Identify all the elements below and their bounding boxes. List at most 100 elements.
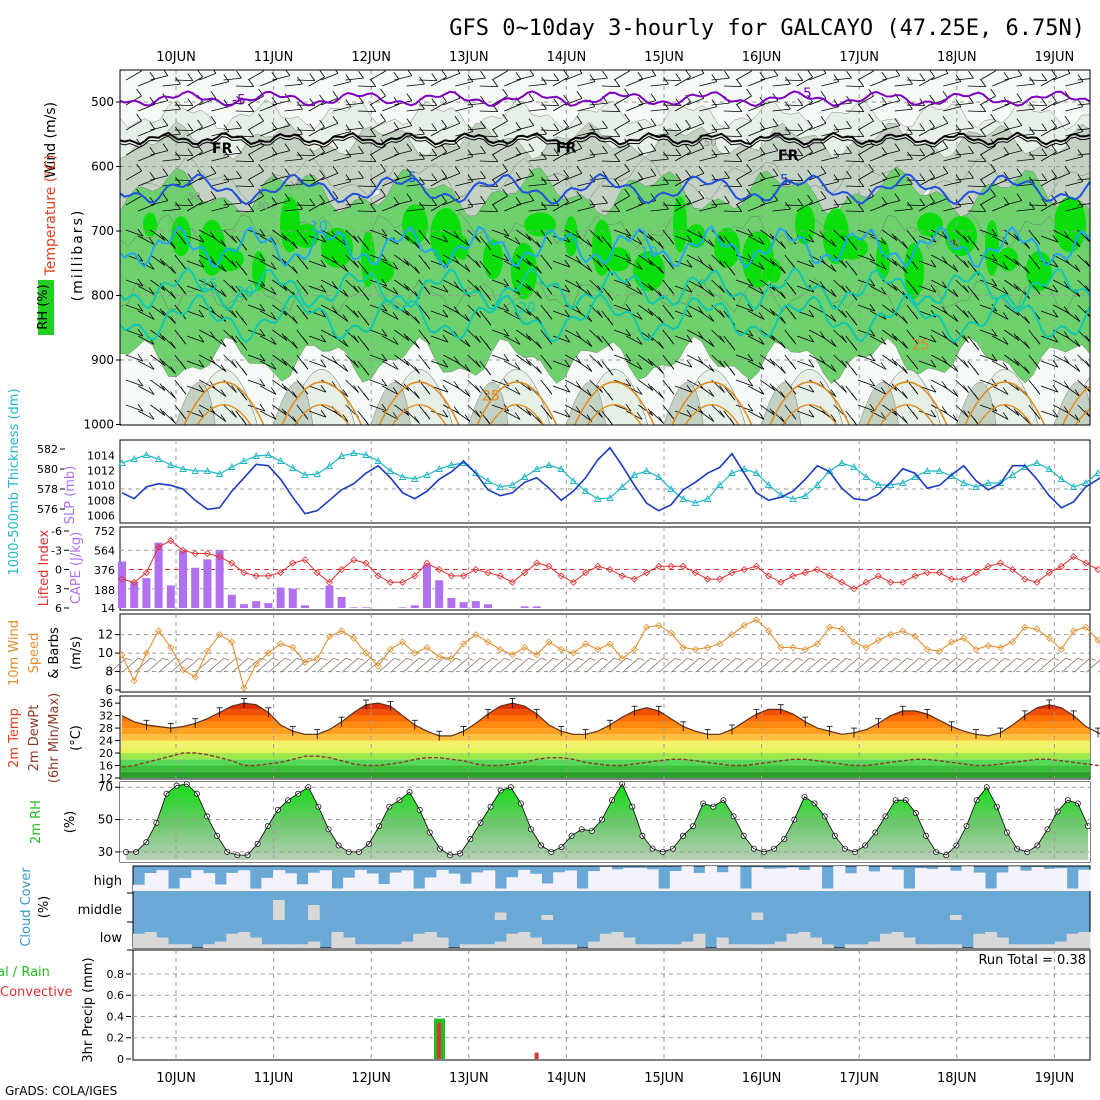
wind-barb xyxy=(284,385,298,399)
wind-barb xyxy=(211,410,227,422)
wind-barb-flag xyxy=(380,88,386,97)
rh-legend-swatch xyxy=(38,280,54,335)
li-marker xyxy=(813,565,821,574)
wind10-barb-flag xyxy=(199,657,206,661)
wind-barb-flag xyxy=(159,258,166,266)
wind-barb-flag xyxy=(647,258,654,266)
wind-barb-flag xyxy=(650,93,657,101)
wind-barb-flag xyxy=(292,366,298,374)
wind-barb-flag xyxy=(1063,356,1070,364)
wind-barb xyxy=(516,75,534,81)
wind-barb-flag xyxy=(955,124,962,132)
wind-barb xyxy=(735,195,752,206)
cloud-high-cell xyxy=(646,869,659,891)
wind-barb-flag xyxy=(729,392,736,401)
wind10-barb-flag xyxy=(674,657,682,661)
contour-label: 50 xyxy=(948,238,961,249)
cloud-cells xyxy=(133,866,1091,948)
top-day-label: 16JUN xyxy=(742,50,782,65)
wind-barb xyxy=(699,285,715,297)
wind-barb-flag xyxy=(1096,393,1100,400)
wind-barb-flag xyxy=(259,328,266,337)
wind10-barb-flag xyxy=(1077,657,1084,661)
wind10-barb xyxy=(353,658,371,673)
wind-barb-flag xyxy=(708,239,715,247)
wind-barb-flag xyxy=(442,409,449,418)
wind-barb-flag xyxy=(241,292,248,301)
wind-barb-flag xyxy=(332,141,339,149)
wind-barb-flag xyxy=(963,385,969,393)
wind-barb-flag xyxy=(270,262,277,270)
wind-barb xyxy=(1089,160,1090,162)
wind-barb xyxy=(516,229,532,241)
wind-barb xyxy=(992,360,1009,370)
wind-barb-flag xyxy=(907,176,913,185)
wind10-barb xyxy=(109,658,127,673)
wind10-barb-flag xyxy=(613,657,621,661)
wind-barb-flag xyxy=(1096,418,1100,425)
wind-barb-flag xyxy=(424,286,431,295)
wind-barb-flag xyxy=(502,163,508,172)
ytick-label: 50 xyxy=(98,813,113,827)
wind-barb xyxy=(467,254,481,268)
wind-barb xyxy=(674,360,693,368)
wind-barb-flag xyxy=(851,342,858,351)
wind-barb-flag xyxy=(485,392,492,401)
wind-barb xyxy=(406,235,420,249)
wind-barb xyxy=(504,103,522,112)
cloud-low-cell xyxy=(238,932,251,948)
wind-barb xyxy=(455,206,473,212)
wind-barb xyxy=(650,108,669,112)
wind-barb xyxy=(1040,101,1057,112)
wind-barb xyxy=(1004,354,1020,366)
wind-barb-flag xyxy=(342,414,349,422)
wind-barb-flag xyxy=(658,341,664,349)
wind-barb-flag xyxy=(808,334,815,343)
wind-barb-flag xyxy=(685,169,691,178)
wind-barb-flag xyxy=(941,331,948,339)
wind-barb xyxy=(491,120,508,131)
wind10-barb xyxy=(731,658,749,673)
ytick-label: 16 xyxy=(99,760,113,773)
wind-barb-flag xyxy=(370,204,377,212)
wind-barb xyxy=(186,360,205,368)
wind-barb xyxy=(1053,172,1071,181)
wind-barb xyxy=(638,75,656,81)
wind-barb-flag xyxy=(259,303,266,312)
wind-barb-flag xyxy=(941,406,948,414)
bottom-day-label: 19JUN xyxy=(1035,1071,1075,1086)
wind-barb-flag xyxy=(198,309,205,318)
cloud-high-cell xyxy=(273,870,286,891)
wind-barb xyxy=(186,235,205,243)
wind-barb-flag xyxy=(607,317,614,326)
wind-barb-flag xyxy=(424,411,431,420)
wind-barb xyxy=(821,235,837,247)
ylabel-temp2m-3: (6hr Min/Max) xyxy=(47,693,62,783)
wind-barb xyxy=(833,152,852,156)
wind-barb xyxy=(455,285,471,297)
wind-barb xyxy=(943,260,959,272)
wind-barb-flag xyxy=(833,124,840,132)
wind-barb xyxy=(138,178,156,187)
wind-barb xyxy=(577,131,595,137)
wind-barb-flag xyxy=(858,104,865,112)
wind-barb-flag xyxy=(541,76,547,85)
wind-barb xyxy=(479,160,498,163)
rh-bright-cell xyxy=(1026,250,1052,291)
wind-barb xyxy=(833,354,847,368)
wind-barb xyxy=(345,177,364,181)
wind-barb xyxy=(1077,279,1090,293)
ytick-label: -6 xyxy=(51,525,62,538)
wind-barb-flag xyxy=(912,261,919,270)
cloud-low-cell xyxy=(413,933,426,948)
wind-barb-flag xyxy=(563,119,569,128)
wind-barb xyxy=(260,78,278,87)
wind-barb xyxy=(601,160,620,163)
wind-barb xyxy=(784,79,803,82)
wind-barb xyxy=(870,260,887,270)
wind-barb-flag xyxy=(968,195,974,204)
cloud-high-cell xyxy=(1008,866,1021,891)
wind-barb xyxy=(650,158,669,162)
cape-bar xyxy=(423,564,431,608)
wind-barb xyxy=(528,410,542,424)
